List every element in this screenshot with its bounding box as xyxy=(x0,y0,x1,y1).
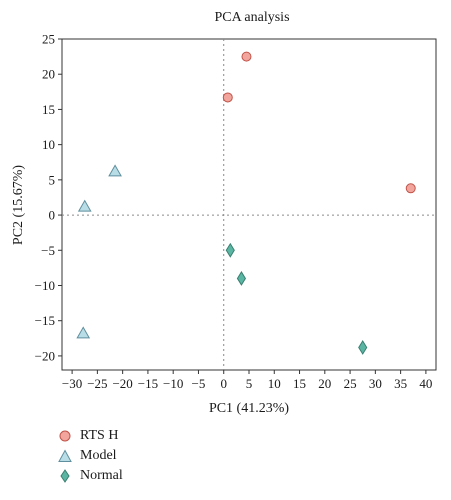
normal-point xyxy=(225,242,235,258)
y-axis: −20 −15 −10 −5 0 5 10 15 20 25 xyxy=(35,32,62,363)
y-tick-label: 15 xyxy=(42,102,55,117)
y-tick-label: 0 xyxy=(49,208,56,223)
y-tick-label: −15 xyxy=(35,313,55,328)
normal-point xyxy=(358,340,368,355)
rts-h-point xyxy=(241,51,252,62)
y-tick-label: 25 xyxy=(42,32,55,47)
x-tick-label: 0 xyxy=(220,376,227,391)
data-points xyxy=(76,51,416,355)
x-tick-label: 25 xyxy=(344,376,357,391)
legend-label: RTS H xyxy=(80,428,119,443)
legend: RTS H Model Normal xyxy=(58,426,123,486)
x-tick-label: −15 xyxy=(138,376,158,391)
legend-label: Normal xyxy=(80,468,123,483)
pca-scatter-chart: PCA analysis −30 −25 −20 −15 −10 −5 0 5 10 15 20 25… xyxy=(11,10,437,416)
y-tick-label: 10 xyxy=(42,137,55,152)
rts-h-point xyxy=(222,92,233,103)
x-tick-label: −20 xyxy=(112,376,132,391)
x-tick-label: 20 xyxy=(318,376,331,391)
y-axis-title: PC2 (15.67%) xyxy=(11,165,26,245)
y-tick-label: −20 xyxy=(35,348,55,363)
chart-title: PCA analysis xyxy=(214,10,289,25)
legend-item-rts-h: RTS H xyxy=(58,426,123,446)
x-tick-label: 35 xyxy=(394,376,407,391)
plot-frame xyxy=(61,38,437,371)
rts-h-point xyxy=(405,183,416,194)
x-tick-label: −30 xyxy=(62,376,82,391)
x-tick-label: 10 xyxy=(268,376,281,391)
diamond-marker-icon xyxy=(60,469,70,483)
x-tick-label: 5 xyxy=(246,376,253,391)
legend-item-model: Model xyxy=(58,446,123,466)
legend-item-normal: Normal xyxy=(58,466,123,486)
triangle-marker-icon xyxy=(58,449,72,462)
model-point xyxy=(108,164,122,177)
y-tick-label: −5 xyxy=(41,243,55,258)
model-point xyxy=(77,199,92,212)
y-tick-label: −10 xyxy=(35,278,55,293)
x-tick-label: −25 xyxy=(87,376,107,391)
normal-point xyxy=(236,270,247,286)
reference-lines xyxy=(62,39,436,370)
x-tick-label: 15 xyxy=(293,376,306,391)
y-tick-label: 20 xyxy=(42,67,55,82)
x-tick-label: 30 xyxy=(369,376,382,391)
model-point xyxy=(76,326,91,339)
x-tick-label: −5 xyxy=(192,376,206,391)
x-tick-label: −10 xyxy=(163,376,183,391)
x-tick-label: 40 xyxy=(419,376,432,391)
y-tick-label: 5 xyxy=(49,172,56,187)
x-axis-title: PC1 (41.23%) xyxy=(209,401,289,416)
circle-marker-icon xyxy=(59,430,71,442)
x-axis: −30 −25 −20 −15 −10 −5 0 5 10 15 20 25 30 35 40 xyxy=(62,370,432,391)
legend-label: Model xyxy=(80,448,117,463)
